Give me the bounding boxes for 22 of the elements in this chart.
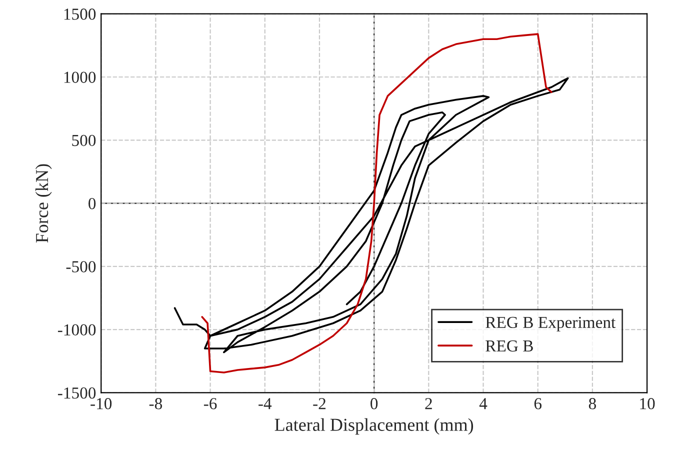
x-tick-label: 10 (640, 398, 655, 410)
x-tick-label: -8 (149, 398, 162, 410)
x-tick-label: 4 (479, 398, 488, 410)
y-tick-label: 1000 (64, 72, 96, 83)
x-tick-label: 6 (534, 398, 542, 410)
y-axis-title: Force (kN) (35, 164, 52, 243)
x-tick-label: -10 (90, 398, 112, 410)
x-axis-title: Lateral Displacement (mm) (274, 418, 474, 435)
legend-label: REG B Experiment (486, 316, 616, 332)
x-tick-label: -2 (313, 398, 326, 410)
x-tick-label: -6 (204, 398, 217, 410)
y-tick-label: -500 (66, 261, 96, 272)
x-tick-label: 8 (588, 398, 596, 410)
y-tick-label: -1500 (58, 387, 96, 399)
x-tick-label: -4 (258, 398, 272, 410)
y-tick-label: 0 (88, 198, 96, 210)
y-tick-label: 1500 (64, 8, 96, 20)
legend-label: REG B (486, 340, 533, 352)
y-tick-label: -1000 (58, 324, 96, 336)
x-tick-label: 2 (425, 398, 432, 410)
y-tick-label: 500 (72, 134, 96, 146)
x-tick-label: 0 (370, 398, 378, 410)
